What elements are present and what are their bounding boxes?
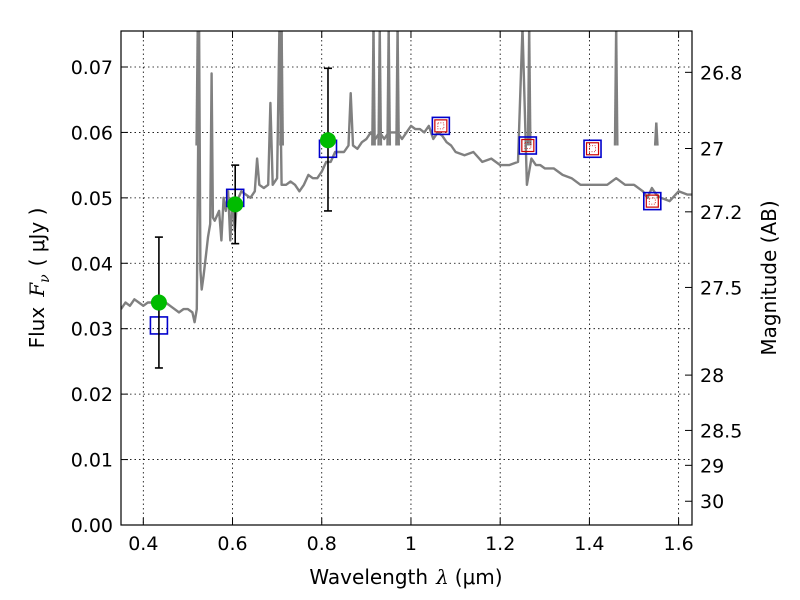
x-axis-unit: (μm) bbox=[455, 565, 503, 589]
emission-line bbox=[280, 31, 284, 146]
upper-limit-marker bbox=[521, 138, 535, 153]
y2-tick-label: 28 bbox=[700, 365, 724, 387]
x-axis-title-text: Wavelength bbox=[309, 565, 428, 589]
marker-layer bbox=[149, 67, 662, 369]
data-layer bbox=[121, 31, 692, 324]
y2-tick-label: 28.5 bbox=[700, 420, 742, 442]
y-tick-label: 0.05 bbox=[71, 188, 113, 210]
upper-limit-marker bbox=[434, 119, 448, 133]
x-tick-label: 1.4 bbox=[574, 533, 604, 555]
y2-tick-label: 27.5 bbox=[700, 277, 742, 299]
y2-tick-label: 30 bbox=[700, 491, 724, 513]
y-tick-label: 0.07 bbox=[71, 57, 113, 79]
y-tick-label: 0.00 bbox=[71, 515, 113, 537]
y-axis-symbol: F bbox=[25, 282, 49, 298]
y2-tick-label: 27.2 bbox=[700, 202, 742, 224]
emission-line bbox=[387, 31, 392, 146]
y-axis-title-text: Flux bbox=[25, 307, 49, 349]
model-photometry-marker bbox=[431, 116, 451, 136]
emission-line bbox=[655, 122, 659, 146]
ticks: 0.4 0.6 0.8 1 1.2 1.4 1.6 0.00 0.01 0.02 0.03 0.04 0… bbox=[71, 31, 742, 555]
emission-line bbox=[528, 31, 532, 146]
upper-limit-inner bbox=[524, 142, 532, 149]
observed-flux-marker bbox=[227, 196, 244, 213]
x-tick-label: 1.6 bbox=[664, 533, 694, 555]
y-tick-label: 0.02 bbox=[71, 384, 113, 406]
upper-limit-inner bbox=[437, 122, 445, 130]
y-axis-subscript: ν bbox=[37, 274, 53, 283]
emission-line bbox=[372, 31, 376, 146]
model-photometry-marker bbox=[518, 136, 538, 155]
x-tick-label: 0.6 bbox=[217, 533, 247, 555]
upper-limit-inner bbox=[589, 145, 596, 153]
grid bbox=[121, 31, 692, 525]
y-tick-label: 0.04 bbox=[71, 253, 113, 275]
x-tick-label: 1.2 bbox=[485, 533, 515, 555]
x-axis-symbol: λ bbox=[435, 565, 449, 589]
observed-flux-marker bbox=[150, 294, 167, 311]
upper-limit-marker bbox=[645, 194, 659, 208]
spectrum-line bbox=[121, 31, 692, 324]
y2-tick-label: 29 bbox=[700, 455, 724, 477]
y2-tick-label: 27 bbox=[700, 138, 724, 160]
model-photometry-marker bbox=[642, 191, 662, 211]
y2-tick-label: 26.8 bbox=[700, 62, 742, 84]
emission-line bbox=[396, 31, 400, 146]
y-tick-label: 0.01 bbox=[71, 450, 113, 472]
upper-limit-inner bbox=[648, 197, 656, 205]
x-tick-label: 1 bbox=[405, 533, 417, 555]
emission-line bbox=[614, 31, 619, 146]
y-axis-title: Flux Fν ( μJy ) bbox=[25, 208, 53, 349]
upper-limit-marker bbox=[585, 142, 600, 156]
x-axis-title: Wavelength λ (μm) bbox=[309, 565, 502, 589]
observed-flux-marker bbox=[319, 132, 336, 149]
x-tick-label: 0.4 bbox=[128, 533, 158, 555]
y-tick-label: 0.06 bbox=[71, 122, 113, 144]
y2-axis-title: Magnitude (AB) bbox=[757, 200, 781, 355]
y-tick-label: 0.03 bbox=[71, 319, 113, 341]
plot-frame bbox=[120, 30, 693, 526]
x-tick-label: 0.8 bbox=[307, 533, 337, 555]
emission-line bbox=[196, 31, 201, 146]
model-photometry-marker bbox=[583, 139, 602, 159]
plot-background bbox=[121, 31, 692, 525]
y-axis-unit: ( μJy ) bbox=[25, 208, 49, 267]
emission-line bbox=[378, 31, 383, 146]
